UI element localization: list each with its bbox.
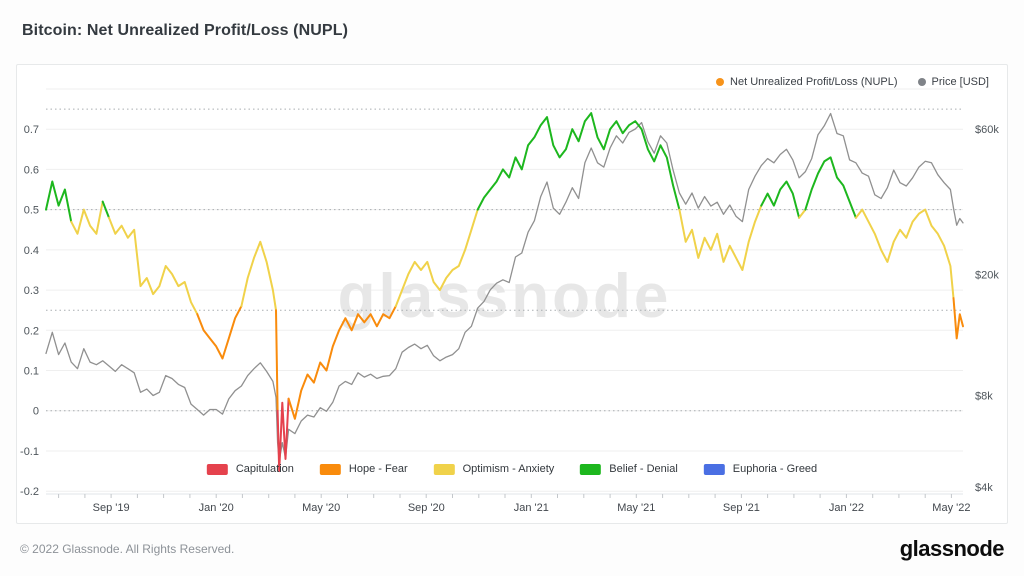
legend-item[interactable]: Net Unrealized Profit/Loss (NUPL) bbox=[716, 76, 898, 88]
nupl-line-segment bbox=[196, 305, 243, 360]
zone-label: Hope - Fear bbox=[348, 463, 408, 475]
y-axis-label-left: 0.2 bbox=[24, 325, 39, 337]
x-axis-label: Sep '21 bbox=[723, 502, 760, 514]
y-axis-label-left: 0.4 bbox=[24, 245, 39, 257]
watermark: glassnode bbox=[338, 262, 672, 331]
zone-label: Belief - Denial bbox=[609, 463, 678, 475]
nupl-line-segment bbox=[108, 216, 199, 316]
nupl-line-segment bbox=[476, 112, 681, 211]
nupl-line-segment bbox=[798, 208, 807, 219]
y-axis-label-left: -0.1 bbox=[20, 446, 39, 458]
nupl-line-segment bbox=[240, 240, 277, 312]
x-axis-label: Jan '20 bbox=[199, 502, 234, 514]
x-axis-label: Sep '20 bbox=[408, 502, 445, 514]
zone-label: Optimism - Anxiety bbox=[462, 463, 555, 475]
glassnode-logo: glassnode bbox=[899, 536, 1005, 561]
x-axis-label: May '22 bbox=[932, 502, 970, 514]
zone-swatch-icon bbox=[433, 463, 455, 475]
nupl-line-segment bbox=[70, 200, 104, 235]
nupl-line-segment bbox=[952, 297, 964, 340]
y-axis-label-left: 0.6 bbox=[24, 164, 39, 176]
nupl-line-segment bbox=[101, 200, 110, 219]
y-axis-label-left: 0 bbox=[33, 406, 39, 418]
zone-legend-item[interactable]: Optimism - Anxiety bbox=[433, 463, 555, 475]
x-axis-label: May '21 bbox=[617, 502, 655, 514]
y-axis-label-right: $20k bbox=[975, 269, 999, 281]
legend-marker-icon bbox=[716, 78, 725, 86]
legend-label: Net Unrealized Profit/Loss (NUPL) bbox=[730, 76, 898, 88]
chart-canvas[interactable]: 0.7 0.6 0.5 0.4 0.3 0.2 0.1 0 -0.1 -0.2 glassnode $… bbox=[17, 65, 1007, 523]
zone-swatch-icon bbox=[319, 463, 341, 475]
zone-legend: Capitulation Hope - Fear Optimism - Anxiet… bbox=[206, 463, 818, 475]
page-title: Bitcoin: Net Unrealized Profit/Loss (NUP… bbox=[22, 22, 348, 39]
nupl-line-segment bbox=[854, 208, 955, 300]
zone-label: Euphoria - Greed bbox=[732, 463, 818, 475]
y-axis-label-left: 0.7 bbox=[24, 124, 39, 136]
y-axis-label-right: $60k bbox=[975, 124, 999, 136]
zone-legend-item[interactable]: Euphoria - Greed bbox=[703, 463, 818, 475]
zone-swatch-icon bbox=[580, 463, 602, 475]
x-axis-label: May '20 bbox=[302, 502, 340, 514]
y-axis-label-left: -0.2 bbox=[20, 486, 39, 498]
zone-legend-item[interactable]: Hope - Fear bbox=[319, 463, 408, 475]
price-line bbox=[45, 112, 964, 463]
copyright-text: © 2022 Glassnode. All Rights Reserved. bbox=[20, 542, 235, 556]
zone-swatch-icon bbox=[703, 463, 725, 475]
zone-legend-item[interactable]: Capitulation bbox=[206, 463, 294, 475]
zone-label: Capitulation bbox=[235, 463, 294, 475]
y-axis-label-right: $4k bbox=[975, 482, 993, 494]
series-legend: Net Unrealized Profit/Loss (NUPL) Price [… bbox=[716, 76, 989, 88]
nupl-line-segment bbox=[678, 204, 763, 271]
nupl-line-segment bbox=[394, 208, 479, 308]
zone-swatch-icon bbox=[206, 463, 228, 475]
nupl-line-segment bbox=[287, 305, 397, 420]
nupl-line-segment bbox=[804, 156, 857, 219]
y-axis-label-left: 0.3 bbox=[24, 285, 39, 297]
nupl-line-segment bbox=[760, 180, 801, 219]
nupl-line-segment bbox=[45, 180, 73, 223]
y-axis-label-left: 0.5 bbox=[24, 205, 39, 217]
legend-item[interactable]: Price [USD] bbox=[917, 76, 989, 88]
legend-label: Price [USD] bbox=[931, 76, 989, 88]
y-axis-label-left: 0.1 bbox=[24, 366, 39, 378]
x-axis-label: Sep '19 bbox=[93, 502, 130, 514]
x-axis-label: Jan '22 bbox=[829, 502, 864, 514]
y-axis-label-right: $8k bbox=[975, 391, 993, 403]
x-axis-label: Jan '21 bbox=[514, 502, 549, 514]
footer: © 2022 Glassnode. All Rights Reserved. g… bbox=[0, 536, 1024, 562]
nupl-line-segment bbox=[275, 309, 279, 412]
chart-card: 0.7 0.6 0.5 0.4 0.3 0.2 0.1 0 -0.1 -0.2 glassnode $… bbox=[16, 64, 1008, 524]
legend-marker-icon bbox=[917, 78, 926, 86]
nupl-line-segment bbox=[276, 397, 290, 473]
zone-legend-item[interactable]: Belief - Denial bbox=[580, 463, 678, 475]
